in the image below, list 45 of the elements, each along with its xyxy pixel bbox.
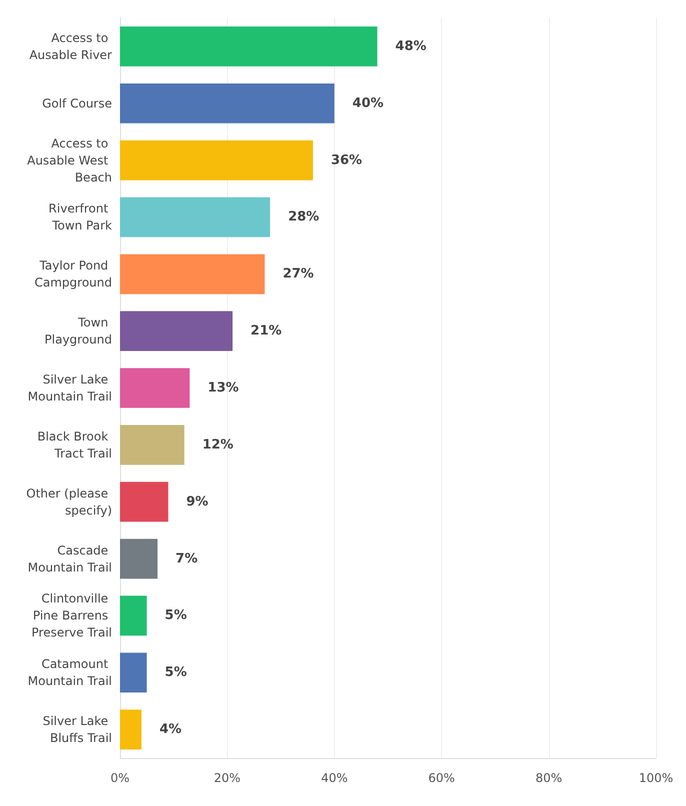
y-tick-label: Cascade Mountain Trail (28, 543, 112, 574)
data-label: 13% (208, 380, 239, 396)
x-tick-label: 100% (638, 771, 674, 785)
bar (120, 425, 184, 465)
x-tick-label: 20% (214, 771, 241, 785)
y-tick-label: Golf Course (42, 96, 112, 110)
data-label: 12% (202, 437, 234, 452)
bar (120, 596, 147, 636)
x-tick-label: 60% (428, 771, 455, 785)
y-tick-label: Other (please specify) (26, 486, 112, 518)
bar (120, 140, 313, 180)
y-tick-label: Access to Ausable River (29, 30, 112, 62)
bar (120, 83, 334, 124)
y-tick-label: Taylor Pond Campground (34, 258, 112, 290)
y-tick-label: Catamount Mountain Trail (28, 657, 112, 688)
data-label: 27% (282, 266, 314, 282)
bar (120, 368, 190, 408)
y-tick-label: Town Playground (44, 316, 112, 347)
data-label: 48% (395, 38, 426, 54)
bar (120, 254, 265, 294)
data-label: 28% (288, 210, 320, 225)
bar (120, 538, 158, 579)
bar (120, 482, 168, 522)
x-tick-label: 0% (110, 771, 130, 785)
data-label: 21% (250, 324, 282, 339)
data-label: 36% (330, 152, 362, 168)
bar (120, 311, 233, 351)
data-label: 5% (164, 608, 187, 624)
bar (120, 710, 142, 750)
data-label: 40% (352, 96, 384, 111)
data-label: 5% (164, 665, 187, 680)
bar (120, 652, 147, 693)
data-label: 7% (176, 551, 198, 566)
y-tick-label: Clintonville Pine Barrens Preserve Trail (32, 592, 112, 640)
data-label: 4% (159, 722, 182, 738)
y-tick-label: Silver Lake Mountain Trail (28, 372, 112, 404)
bar (120, 26, 378, 66)
y-tick-label: Access to Ausable West Beach (27, 136, 112, 184)
y-tick-label: Black Brook Tract Trail (37, 429, 112, 460)
bar (120, 197, 270, 238)
x-tick-label: 80% (535, 771, 562, 785)
y-tick-label: Riverfront Town Park (48, 202, 112, 233)
data-label: 9% (186, 494, 208, 510)
x-tick-label: 40% (321, 771, 348, 785)
y-tick-label: Silver Lake Bluffs Trail (42, 714, 112, 746)
